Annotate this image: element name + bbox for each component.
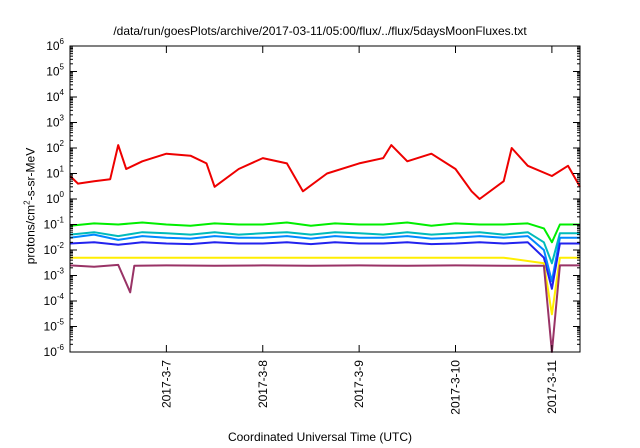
y-tick-label: 10-1 — [44, 216, 65, 232]
x-tick-label: 2017-3-10 — [449, 360, 463, 415]
series-line-7 — [69, 144, 581, 200]
y-tick-label: 10-2 — [44, 241, 65, 257]
y-tick-label: 10-3 — [44, 267, 65, 283]
y-tick-label: 10-5 — [44, 318, 65, 334]
y-axis-label: protons/cm2-s-sr-MeV — [22, 147, 38, 265]
y-tick-label: 10-6 — [44, 343, 65, 359]
series-line-6 — [69, 263, 580, 353]
y-tick-label: 104 — [46, 88, 64, 104]
y-tick-label: 101 — [46, 165, 64, 181]
series-line-1 — [69, 221, 580, 244]
y-tick-label: 102 — [46, 139, 64, 155]
plot-frame — [69, 45, 581, 353]
y-tick-label: 103 — [46, 114, 64, 130]
x-tick-label: 2017-3-8 — [256, 360, 270, 408]
y-tick-label: 106 — [46, 37, 64, 53]
series-line-3 — [69, 233, 580, 283]
x-tick-label: 2017-3-9 — [352, 360, 366, 408]
x-tick-label: 2017-3-7 — [159, 360, 173, 408]
y-tick-label: 10-4 — [44, 292, 65, 308]
x-tick-label: 2017-3-11 — [545, 360, 559, 414]
y-tick-label: 105 — [46, 63, 64, 79]
series-line-2 — [69, 231, 580, 265]
x-axis-label: Coordinated Universal Time (UTC) — [227, 430, 413, 444]
series-line-4 — [69, 241, 580, 290]
chart-title: /data/run/goesPlots/archive/2017-03-11/0… — [113, 24, 527, 38]
y-tick-label: 100 — [46, 190, 64, 206]
series-line-5 — [70, 256, 580, 316]
